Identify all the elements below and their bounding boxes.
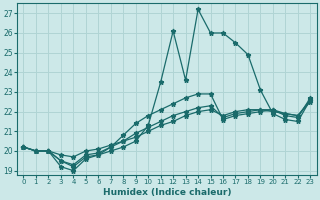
X-axis label: Humidex (Indice chaleur): Humidex (Indice chaleur) xyxy=(103,188,231,197)
